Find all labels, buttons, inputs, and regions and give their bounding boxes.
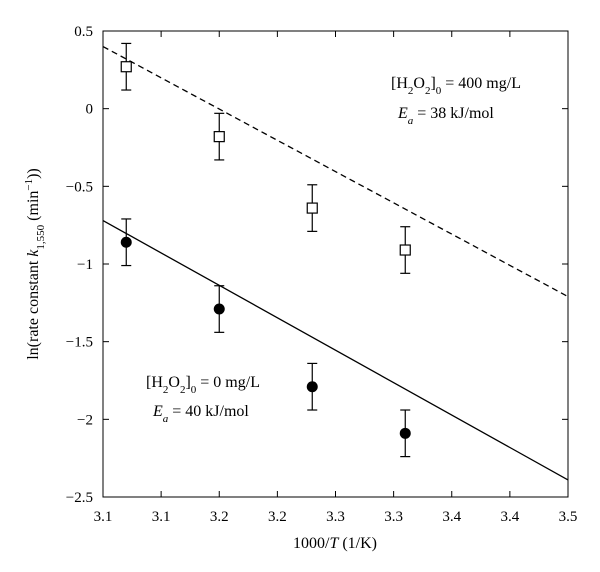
annotation-ea-40: Ea = 40 kJ/mol — [152, 403, 249, 425]
data-point-circle — [120, 236, 132, 248]
fit-line-dashed — [102, 45, 569, 298]
annotation-h2o2-400: [H2O2]0 = 400 mg/L — [391, 75, 521, 97]
data-point-square — [120, 61, 132, 73]
y-axis-title: ln(rate constant k1,550 (min−1)) — [23, 168, 47, 360]
y-tick-label: −1.5 — [66, 335, 93, 351]
x-tick-label: 3.1 — [94, 509, 113, 525]
y-tick-label: −2 — [77, 412, 93, 428]
x-tick-label: 3.3 — [326, 509, 345, 525]
data-point-circle — [399, 427, 411, 439]
x-tick-label: 3.2 — [210, 509, 229, 525]
y-tick-label: −1 — [77, 257, 93, 273]
y-tick-label: 0.5 — [74, 24, 93, 40]
annotation-ea-38: Ea = 38 kJ/mol — [397, 105, 494, 127]
x-tick-label: 3.4 — [501, 509, 520, 525]
data-markers — [120, 61, 411, 439]
x-tick-label: 3.1 — [152, 509, 171, 525]
y-tick-label: −0.5 — [66, 179, 93, 195]
y-tick-label: 0 — [86, 102, 94, 118]
data-point-square — [306, 202, 318, 214]
y-tick-label: −2.5 — [66, 490, 93, 506]
fit-lines — [102, 45, 569, 481]
plot-frame — [102, 30, 569, 498]
x-tick-label: 3.5 — [559, 509, 578, 525]
data-point-circle — [306, 381, 318, 393]
data-point-square — [399, 244, 411, 256]
fit-line-solid — [102, 219, 569, 481]
x-axis-title: 1000/T (1/K) — [293, 535, 377, 552]
x-tick-label: 3.3 — [384, 509, 403, 525]
data-point-square — [213, 131, 225, 143]
axis-ticks: 3.1 3.1 3.2 3.2 3.3 3.3 3.4 3.4 3.5 0.5 0 −0.5 −1 −1.… — [66, 24, 578, 525]
x-tick-label: 3.2 — [268, 509, 287, 525]
data-point-circle — [213, 303, 225, 315]
annotation-h2o2-0: [H2O2]0 = 0 mg/L — [146, 374, 260, 396]
x-tick-label: 3.4 — [442, 509, 461, 525]
